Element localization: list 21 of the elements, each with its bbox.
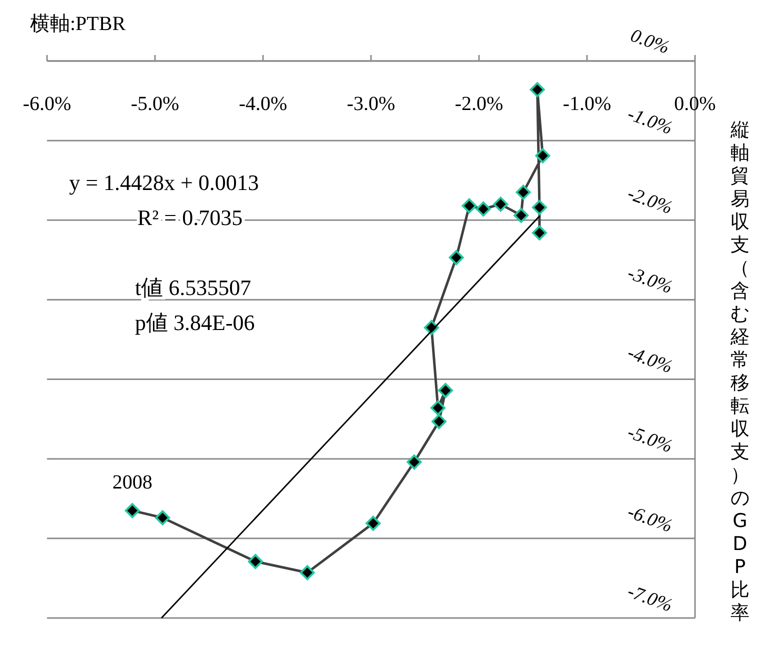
y-tick-label: -5.0% [624, 422, 676, 458]
text: 縦軸貿易収支（含む経常移転収支）のGDP比率 [730, 119, 750, 624]
y-tick-label: 0.0% [628, 25, 672, 58]
y-tick-label: -3.0% [624, 262, 676, 298]
x-tick-label: -6.0% [22, 93, 72, 115]
x-tick-label: -3.0% [346, 93, 396, 115]
annotation: t値 6.535507 [135, 275, 252, 300]
x-tick-label: -5.0% [130, 93, 180, 115]
annotation: y = 1.4428x + 0.0013 [69, 170, 259, 195]
annotation: 2008 [112, 472, 152, 494]
y-tick-label: -6.0% [624, 502, 676, 537]
annotation: p値 3.84E-06 [135, 310, 255, 335]
x-axis-title: 横軸:PTBR [30, 13, 126, 35]
annotation: R² = 0.7035 [137, 205, 243, 230]
y-tick-label: -2.0% [624, 183, 676, 219]
x-tick-label: 0.0% [674, 93, 716, 115]
y-tick-label: -4.0% [624, 342, 676, 378]
x-tick-label: -4.0% [238, 93, 288, 115]
x-tick-label: -1.0% [562, 93, 612, 115]
y-tick-label: -7.0% [624, 581, 676, 617]
x-tick-label: -2.0% [454, 93, 504, 115]
